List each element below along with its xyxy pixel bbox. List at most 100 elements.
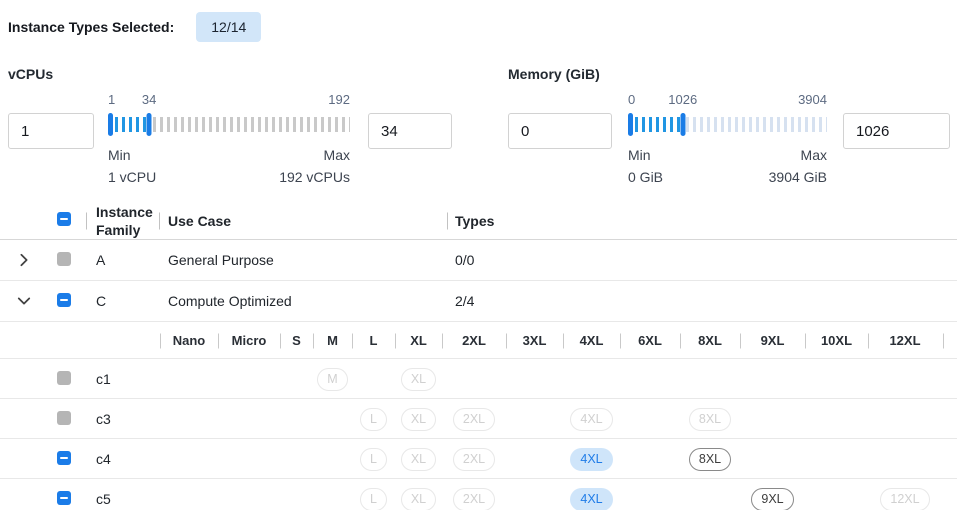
memory-filter: Memory (GiB) 0 1026 3904 [508, 42, 950, 188]
size-col-xl: XL [395, 322, 442, 359]
family-a-use-case: General Purpose [168, 252, 274, 269]
vcpus-max-input[interactable] [368, 113, 452, 149]
instance-row-c4: c4 L XL 2XL 4XL 8XL [0, 439, 957, 480]
c3-l-pill: L [360, 407, 387, 431]
c3-name: c3 [96, 411, 111, 428]
filters-section: vCPUs 1 34 192 [8, 42, 957, 188]
instance-family-table: Instance Family Use Case Types A General… [0, 202, 957, 510]
c1-name: c1 [96, 371, 111, 388]
vcpus-min-input[interactable] [8, 113, 94, 149]
memory-max-scale-label: 3904 [798, 92, 827, 107]
vcpus-low-value-label: 1 [108, 92, 116, 107]
size-col-micro: Micro [218, 322, 280, 359]
c4-l-pill: L [360, 447, 387, 471]
family-a-checkbox [57, 251, 71, 266]
header-use-case: Use Case [159, 213, 447, 229]
memory-controls: 0 1026 3904 Min 0 GiB [508, 92, 950, 188]
memory-max-input[interactable] [843, 113, 950, 149]
c4-4xl-pill[interactable]: 4XL [570, 447, 613, 471]
family-c-name: C [96, 293, 107, 310]
c5-l-pill: L [360, 487, 387, 510]
vcpus-slider-handle-high[interactable] [146, 113, 152, 136]
vcpus-captions: Min 1 vCPU Max 192 vCPUs [108, 144, 350, 188]
size-col-10xl: 10XL [805, 322, 868, 359]
vcpus-slider-track[interactable] [108, 113, 350, 136]
vcpus-min-caption: Min 1 vCPU [108, 147, 157, 186]
memory-slider: 0 1026 3904 Min 0 GiB [628, 92, 827, 188]
size-col-nano: Nano [160, 322, 218, 359]
c4-8xl-pill[interactable]: 8XL [688, 447, 732, 471]
vcpus-slider-handle-low[interactable] [108, 113, 113, 136]
memory-slider-handle-high[interactable] [680, 113, 686, 136]
header-instance-family: Instance Family [86, 203, 159, 239]
vcpus-ticks-active [108, 117, 150, 132]
collapse-row-c-button[interactable] [0, 294, 48, 308]
size-col-12xl: 12XL [868, 322, 942, 359]
vcpus-high-value-label: 34 [141, 92, 157, 107]
size-col-4xl: 4XL [563, 322, 620, 359]
selected-count-badge: 12/14 [196, 12, 262, 42]
summary-row: Instance Types Selected: 12/14 [8, 12, 957, 42]
c1-xl-pill: XL [400, 367, 437, 391]
family-c-types-count: 2/4 [455, 293, 475, 310]
c3-4xl-pill: 4XL [570, 407, 613, 431]
c5-9xl-pill[interactable]: 9XL [751, 487, 794, 510]
c5-2xl-pill: 2XL [452, 487, 496, 510]
size-col-2xl: 2XL [442, 322, 506, 359]
c4-xl-pill: XL [400, 447, 437, 471]
c3-checkbox [57, 410, 71, 425]
memory-captions: Min 0 GiB Max 3904 GiB [628, 144, 827, 188]
memory-ticks-inactive [685, 117, 827, 132]
c5-4xl-pill[interactable]: 4XL [570, 487, 613, 510]
vcpus-max-scale-label: 192 [328, 92, 350, 107]
memory-label: Memory (GiB) [508, 66, 600, 82]
memory-max-caption: Max 3904 GiB [768, 147, 827, 186]
c4-name: c4 [96, 451, 111, 468]
c5-xl-pill: XL [400, 487, 437, 510]
instance-row-c1: c1 M XL [0, 359, 957, 400]
table-header-row: Instance Family Use Case Types [0, 202, 957, 241]
memory-slider-handle-low[interactable] [628, 113, 633, 136]
expand-row-a-button[interactable] [0, 253, 48, 267]
size-col-9xl: 9XL [740, 322, 805, 359]
memory-min-input[interactable] [508, 113, 612, 149]
c3-xl-pill: XL [400, 407, 437, 431]
memory-slider-track[interactable] [628, 113, 827, 136]
family-a-types-count: 0/0 [455, 252, 475, 269]
instance-row-c3: c3 L XL 2XL 4XL 8XL [0, 399, 957, 440]
c1-m-pill: M [317, 367, 348, 391]
c5-name: c5 [96, 491, 111, 508]
c3-2xl-pill: 2XL [452, 407, 496, 431]
vcpus-scale-labels: 1 34 192 [108, 92, 350, 108]
header-types: Types [447, 213, 957, 229]
chevron-right-icon [20, 254, 28, 267]
vcpus-slider: 1 34 192 Min 1 vCPU [108, 92, 350, 188]
c5-checkbox[interactable] [57, 490, 71, 505]
family-c-checkbox[interactable] [57, 292, 71, 307]
family-c-use-case: Compute Optimized [168, 293, 292, 310]
size-col-3xl: 3XL [506, 322, 563, 359]
family-row-c[interactable]: C Compute Optimized 2/4 [0, 281, 957, 323]
c1-checkbox [57, 370, 71, 385]
memory-min-caption: Min 0 GiB [628, 147, 664, 186]
vcpus-label: vCPUs [8, 66, 54, 82]
instance-row-c5: c5 L XL 2XL 4XL 9XL 12XL [0, 479, 957, 510]
vcpus-ticks-inactive [152, 117, 350, 132]
memory-low-value-label: 0 [628, 92, 636, 107]
c5-12xl-pill: 12XL [880, 487, 930, 510]
size-col-6xl: 6XL [620, 322, 680, 359]
size-col-8xl: 8XL [680, 322, 740, 359]
c3-8xl-pill: 8XL [688, 407, 732, 431]
select-all-checkbox[interactable] [57, 212, 71, 227]
size-col-m: M [313, 322, 352, 359]
summary-label: Instance Types Selected: [8, 19, 175, 35]
memory-scale-labels: 0 1026 3904 [628, 92, 827, 108]
size-columns: Nano Micro S M L XL 2XL 3XL 4XL 6XL 8XL … [160, 322, 943, 359]
size-col-s: S [280, 322, 313, 359]
memory-high-value-label: 1026 [668, 92, 698, 107]
size-col-l: L [352, 322, 395, 359]
family-row-a[interactable]: A General Purpose 0/0 [0, 240, 957, 282]
c4-checkbox[interactable] [57, 450, 71, 465]
vcpus-controls: 1 34 192 Min 1 vCPU [8, 92, 452, 188]
memory-ticks-active [628, 117, 683, 132]
